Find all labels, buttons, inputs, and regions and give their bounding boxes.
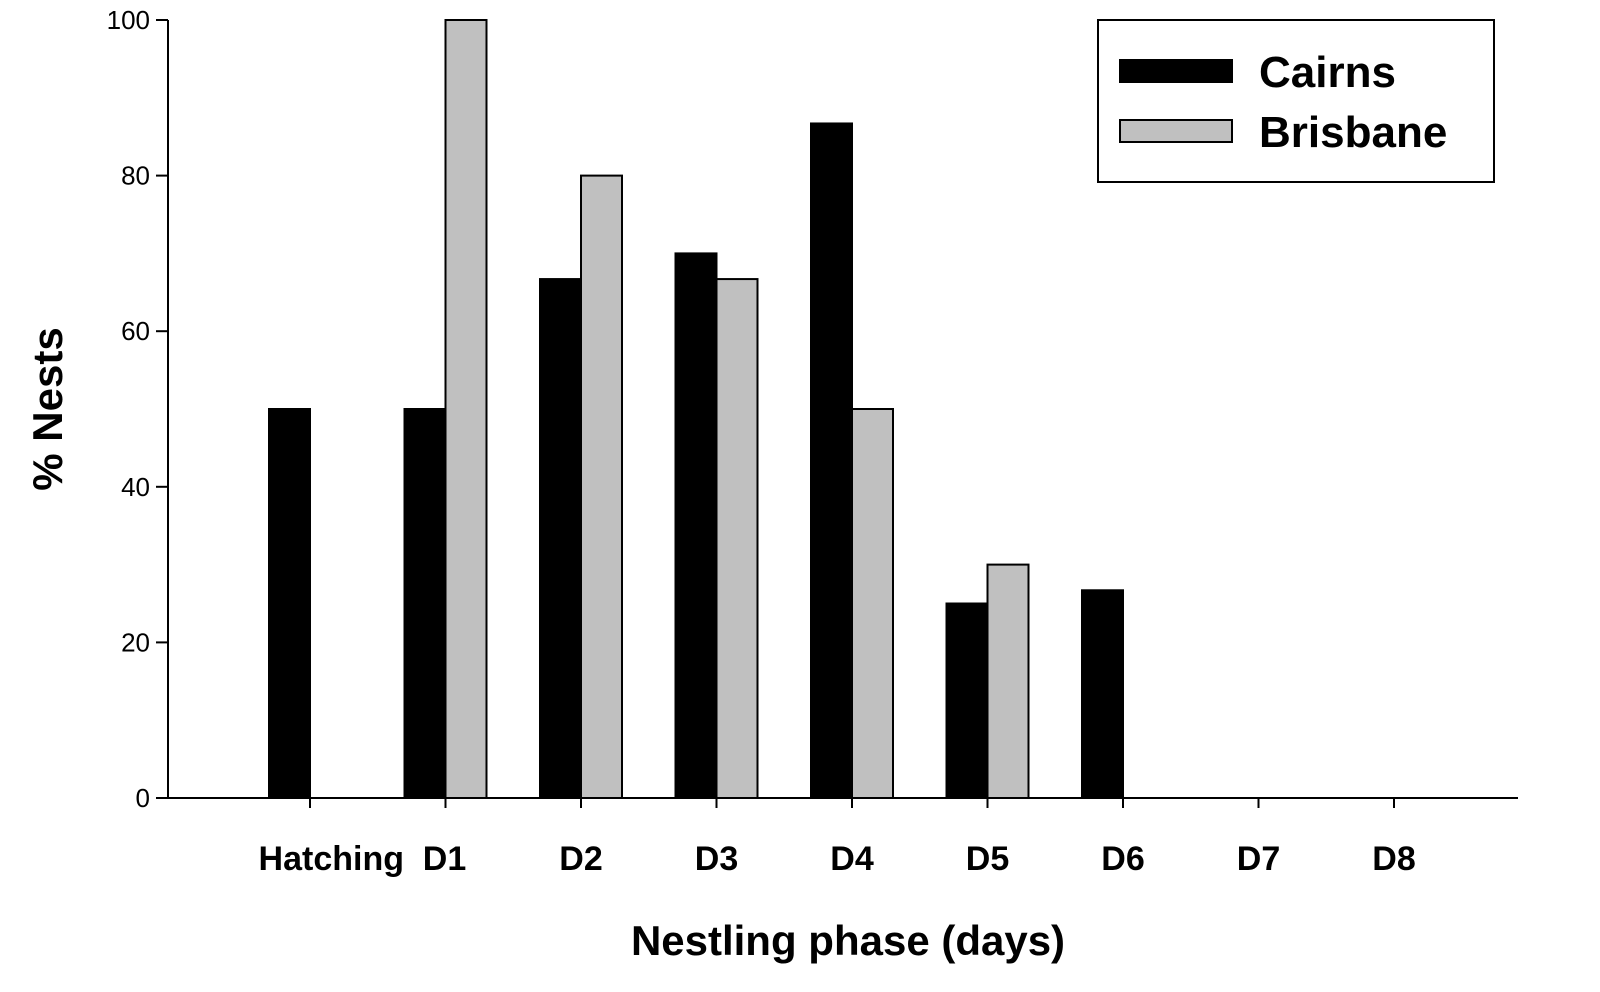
- x-tick-label-d7: D7: [1237, 840, 1280, 878]
- bar-cairns-d6: [1081, 589, 1124, 799]
- y-tick-label-100: 100: [107, 5, 150, 35]
- legend-swatch-brisbane: [1119, 119, 1233, 143]
- y-tick-label-80: 80: [121, 161, 150, 191]
- x-axis-title: Nestling phase (days): [631, 917, 1065, 964]
- bar-brisbane-d3: [715, 278, 759, 800]
- x-axis-ticks: [309, 798, 1395, 808]
- legend-label-brisbane: Brisbane: [1259, 108, 1447, 157]
- legend: Cairns Brisbane: [1097, 19, 1495, 183]
- bar-cairns-d5: [945, 602, 989, 799]
- bar-brisbane-d2: [580, 174, 623, 800]
- y-tick-label-60: 60: [121, 316, 150, 346]
- bar-brisbane-d5: [986, 563, 1030, 799]
- legend-box: [1097, 19, 1495, 183]
- bar-brisbane-d1: [444, 19, 488, 799]
- legend-label-cairns: Cairns: [1259, 48, 1396, 97]
- y-tick-label-40: 40: [121, 472, 150, 502]
- x-tick-label-d2: D2: [559, 840, 602, 878]
- bar-cairns-d1: [403, 408, 447, 799]
- y-tick-label-20: 20: [121, 627, 150, 657]
- x-tick-label-d8: D8: [1372, 840, 1415, 878]
- bar-brisbane-d4: [851, 408, 894, 799]
- x-tick-label-d4: D4: [830, 840, 874, 878]
- x-axis-category-labels: Hatching D1 D2 D3 D4 D5 D6 D7 D8: [259, 840, 1416, 878]
- bar-cairns-d3: [674, 252, 718, 799]
- bar-cairns-d4: [810, 122, 853, 799]
- bar-cairns-hatching: [268, 408, 311, 799]
- x-tick-label-d6: D6: [1101, 840, 1144, 878]
- x-tick-label-d5: D5: [966, 840, 1009, 878]
- x-tick-label-hatching: Hatching: [259, 840, 404, 878]
- bars: [268, 19, 1124, 800]
- x-tick-label-d1: D1: [423, 840, 466, 878]
- x-tick-label-d3: D3: [695, 840, 738, 878]
- legend-swatch-cairns: [1119, 59, 1233, 83]
- y-axis-title: % Nests: [24, 327, 71, 490]
- bar-cairns-d2: [539, 278, 582, 800]
- y-axis-ticks: 0 20 40 60 80 100: [107, 5, 168, 813]
- y-tick-label-0: 0: [136, 783, 150, 813]
